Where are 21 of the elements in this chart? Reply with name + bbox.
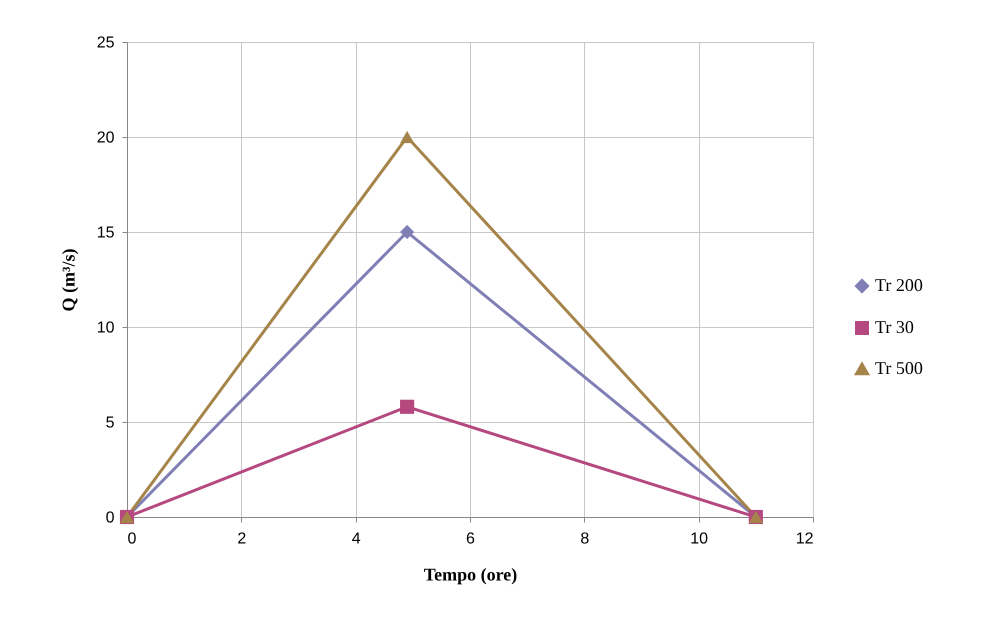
- x-axis-title: Tempo (ore): [424, 564, 518, 584]
- y-tick-label: 10: [96, 320, 115, 336]
- x-tick-label: 6: [466, 530, 476, 548]
- y-tick-label: 20: [96, 130, 115, 146]
- y-axis-title: Q (m³/s): [58, 248, 79, 312]
- y-tick-label: 25: [96, 34, 115, 52]
- x-tick-label: 12: [796, 530, 814, 548]
- x-tick-label: 2: [237, 530, 246, 548]
- legend-label: Tr 200: [875, 275, 923, 295]
- legend-label: Tr 30: [875, 317, 914, 337]
- y-tick-label: 0: [106, 510, 115, 526]
- y-tick-label: 5: [106, 414, 115, 432]
- legend-label: Tr 500: [875, 358, 923, 378]
- point: [400, 400, 414, 414]
- x-tick-label: 8: [580, 530, 590, 548]
- x-tick-label: 10: [690, 530, 708, 548]
- point: [400, 224, 414, 240]
- x-tick-label: 4: [352, 530, 361, 548]
- point: [400, 130, 414, 144]
- y-tick-label: 15: [96, 224, 115, 242]
- x-tick-label: 0: [128, 530, 136, 548]
